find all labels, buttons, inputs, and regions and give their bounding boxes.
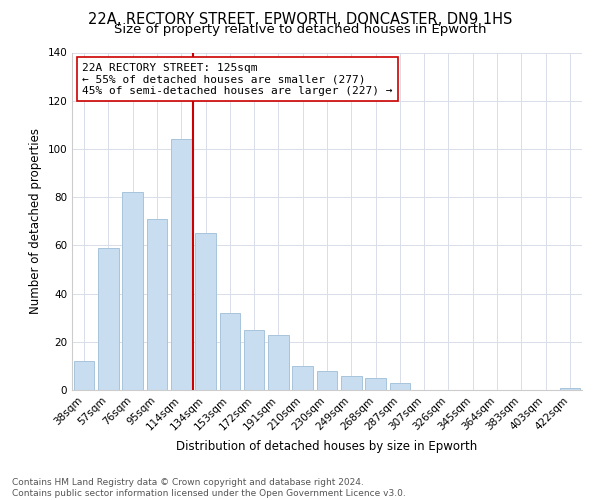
X-axis label: Distribution of detached houses by size in Epworth: Distribution of detached houses by size … xyxy=(176,440,478,453)
Text: 22A, RECTORY STREET, EPWORTH, DONCASTER, DN9 1HS: 22A, RECTORY STREET, EPWORTH, DONCASTER,… xyxy=(88,12,512,28)
Y-axis label: Number of detached properties: Number of detached properties xyxy=(29,128,42,314)
Bar xyxy=(341,376,362,390)
Bar xyxy=(74,361,94,390)
Bar xyxy=(292,366,313,390)
Text: 22A RECTORY STREET: 125sqm
← 55% of detached houses are smaller (277)
45% of sem: 22A RECTORY STREET: 125sqm ← 55% of deta… xyxy=(82,62,392,96)
Bar xyxy=(560,388,580,390)
Bar xyxy=(268,334,289,390)
Bar xyxy=(317,370,337,390)
Bar xyxy=(195,234,216,390)
Bar xyxy=(171,140,191,390)
Bar xyxy=(244,330,265,390)
Bar xyxy=(365,378,386,390)
Bar xyxy=(122,192,143,390)
Bar xyxy=(389,383,410,390)
Bar xyxy=(98,248,119,390)
Bar xyxy=(146,219,167,390)
Text: Contains HM Land Registry data © Crown copyright and database right 2024.
Contai: Contains HM Land Registry data © Crown c… xyxy=(12,478,406,498)
Bar xyxy=(220,313,240,390)
Text: Size of property relative to detached houses in Epworth: Size of property relative to detached ho… xyxy=(114,22,486,36)
